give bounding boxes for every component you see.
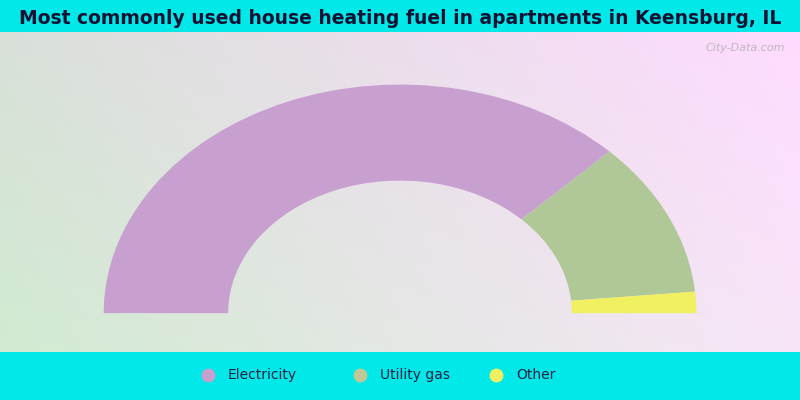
Text: Most commonly used house heating fuel in apartments in Keensburg, IL: Most commonly used house heating fuel in… (19, 8, 781, 28)
Wedge shape (522, 152, 695, 301)
Wedge shape (104, 84, 610, 313)
Wedge shape (571, 292, 696, 313)
Text: City-Data.com: City-Data.com (706, 44, 785, 54)
Text: Other: Other (516, 368, 555, 382)
Text: Electricity: Electricity (228, 368, 297, 382)
Text: Utility gas: Utility gas (380, 368, 450, 382)
